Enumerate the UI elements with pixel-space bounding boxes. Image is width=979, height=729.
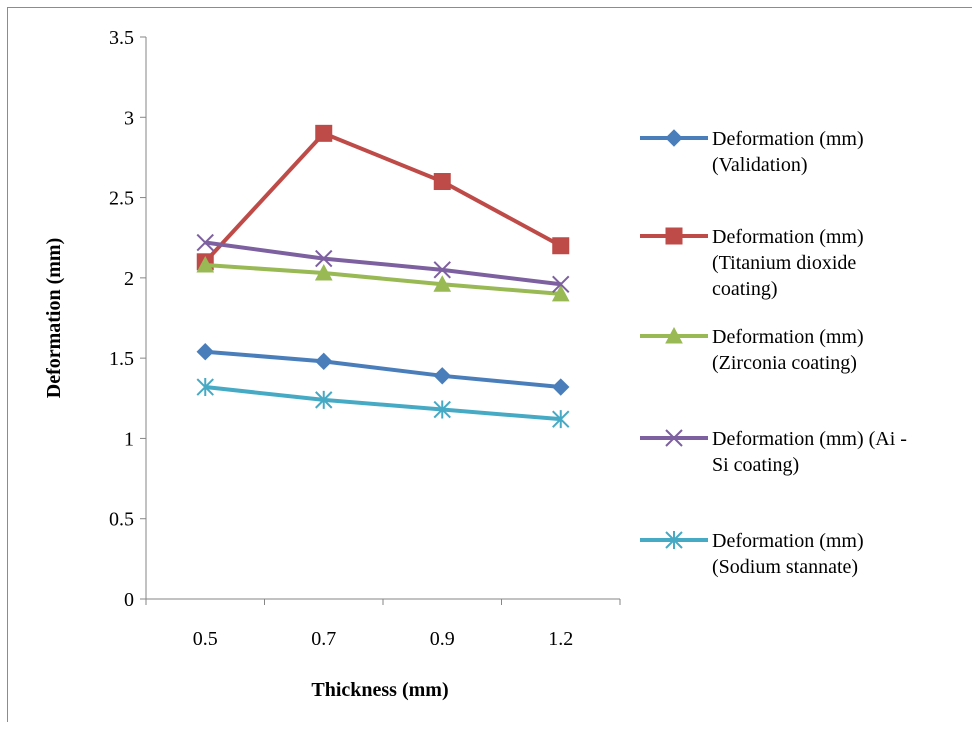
marker-triangle <box>665 326 683 344</box>
marker-x <box>433 261 451 279</box>
x-axis-title: Thickness (mm) <box>311 679 448 701</box>
y-tick-label: 1.5 <box>109 348 134 370</box>
series-layer <box>196 124 570 429</box>
legend-item: Deformation (mm) (Validation) <box>640 128 864 176</box>
marker-star <box>315 390 333 409</box>
legend-label: Deformation (mm) <box>712 326 864 348</box>
legend-label: (Zirconia coating) <box>712 352 857 374</box>
legend-label: Si coating) <box>712 454 799 476</box>
y-tick-label: 0.5 <box>109 509 134 531</box>
y-tick-label: 3 <box>124 107 134 129</box>
legend-label: Deformation (mm) (Ai - <box>712 428 907 450</box>
y-tick-label: 2.5 <box>109 188 134 210</box>
x-tick-label: 0.7 <box>311 628 336 650</box>
marker-x <box>552 275 570 293</box>
marker-star <box>196 378 214 397</box>
y-axis-title: Deformation (mm) <box>43 238 65 399</box>
series-line <box>203 131 562 264</box>
legend: Deformation (mm)(Validation)Deformation … <box>640 128 907 578</box>
marker-diamond <box>433 367 451 385</box>
series-5 <box>196 378 570 429</box>
legend-label: (Titanium dioxide <box>712 252 856 274</box>
series-line <box>205 263 561 296</box>
series-1 <box>196 343 570 396</box>
legend-label: Deformation (mm) <box>712 530 864 552</box>
marker-square <box>552 237 570 255</box>
marker-triangle <box>433 275 452 292</box>
legend-item: Deformation (mm) (Sodium stannate) <box>640 530 864 578</box>
x-tick-label: 1.2 <box>548 628 573 650</box>
marker-square <box>315 124 333 142</box>
marker-triangle <box>314 263 333 281</box>
marker-x <box>315 249 333 268</box>
marker-square <box>433 173 451 191</box>
legend-item: Deformation (mm) (Titanium dioxide coating… <box>640 226 864 300</box>
marker-square <box>665 227 683 245</box>
marker-diamond <box>552 378 570 396</box>
tick-labels: 0 0.5 1 1.5 2 2.5 3 3.5 0.5 0.7 0.9 1.2 <box>109 27 573 650</box>
marker-triangle <box>196 255 215 273</box>
legend-label: Deformation (mm) <box>712 128 864 150</box>
marker-star <box>552 410 570 429</box>
marker-star <box>433 400 451 419</box>
chart-frame <box>7 7 972 722</box>
marker-diamond <box>196 343 214 361</box>
y-tick-label: 3.5 <box>109 27 134 49</box>
series-line <box>205 385 561 422</box>
marker-x <box>665 429 683 447</box>
marker-x <box>196 233 214 252</box>
legend-label: Deformation (mm) <box>712 226 864 248</box>
y-tick-label: 1 <box>124 428 134 450</box>
marker-triangle <box>551 284 570 302</box>
legend-item: Deformation (mm) (Ai - Si coating) <box>640 428 907 476</box>
series-line <box>204 240 561 287</box>
legend-item: Deformation (mm) (Zirconia coating) <box>640 326 864 374</box>
axes <box>140 36 621 605</box>
x-tick-label: 0.5 <box>193 628 218 650</box>
marker-star <box>665 531 683 549</box>
y-tick-label: 0 <box>124 589 134 611</box>
legend-label: (Validation) <box>712 154 808 176</box>
marker-diamond <box>665 129 683 147</box>
series-4 <box>196 233 570 293</box>
legend-label: coating) <box>712 278 778 300</box>
x-tick-label: 0.9 <box>430 628 455 650</box>
y-tick-label: 2 <box>124 268 134 290</box>
series-3 <box>196 255 570 302</box>
legend-label: (Sodium stannate) <box>712 556 858 578</box>
series-line <box>205 349 561 390</box>
marker-diamond <box>315 352 333 371</box>
